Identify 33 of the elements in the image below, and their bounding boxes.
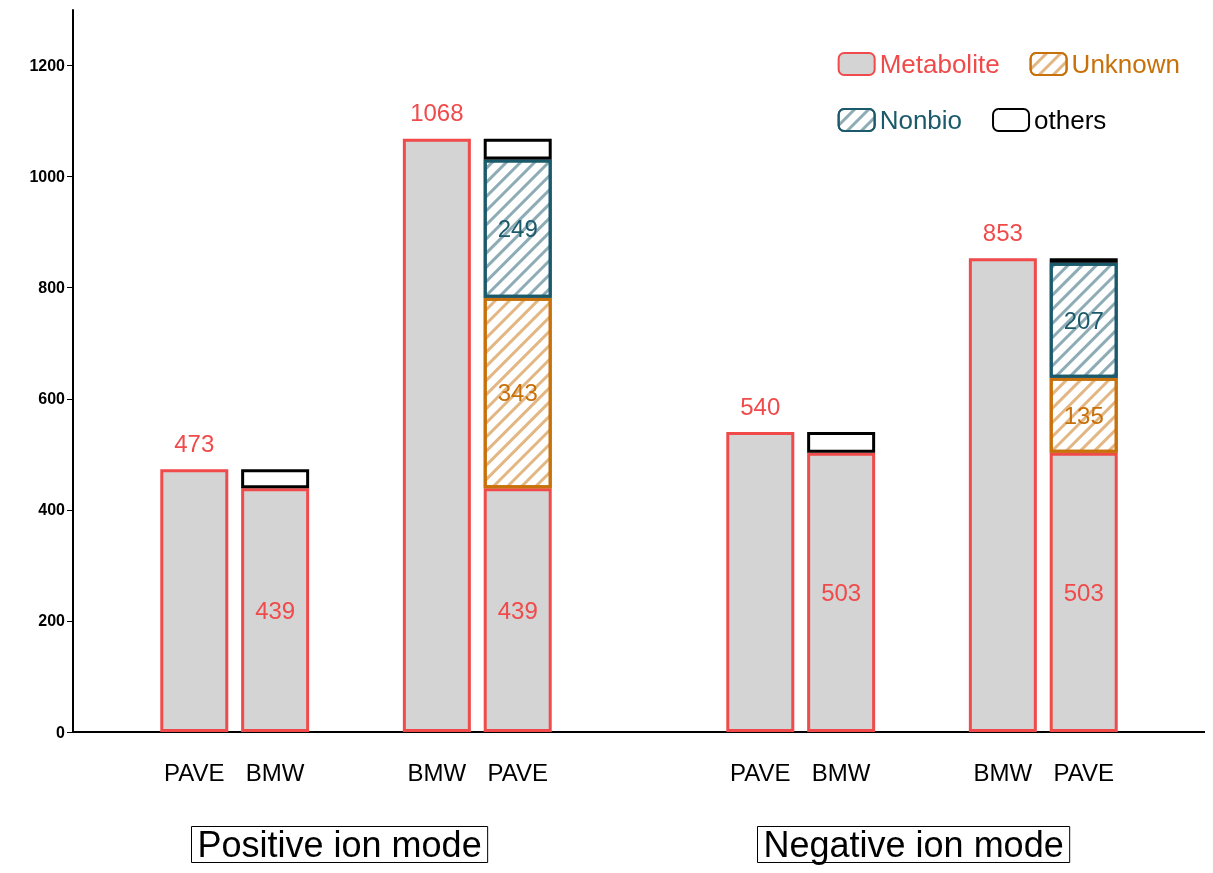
data-label: 540 [740, 392, 781, 420]
legend-label: Metabolite [879, 49, 1000, 79]
y-tick-label: 600 [38, 390, 66, 408]
y-tick-label: 1200 [29, 57, 66, 75]
data-label: 853 [982, 218, 1023, 246]
data-label: 249 [497, 215, 538, 243]
y-tick-label: 0 [56, 723, 66, 741]
y-tick-label: 1000 [29, 168, 66, 186]
data-label: 473 [174, 429, 215, 457]
data-label: 503 [1063, 578, 1104, 606]
data-label: 1068 [410, 99, 464, 127]
legend-label: Nonbio [879, 105, 963, 135]
x-tick-label: PAVE [164, 758, 225, 786]
x-tick-label: BMW [407, 758, 467, 786]
x-tick-label: PAVE [487, 758, 548, 786]
legend-label: Unknown [1071, 49, 1181, 79]
data-label: 439 [255, 596, 296, 624]
data-label: 135 [1063, 401, 1104, 429]
data-label: 207 [1063, 306, 1104, 334]
text: Negative ion mode [763, 824, 1064, 865]
x-tick-label: BMW [245, 758, 305, 786]
y-tick-label: 200 [38, 612, 66, 630]
x-tick-label: BMW [973, 758, 1033, 786]
x-tick-label: PAVE [730, 758, 791, 786]
legend-label: others [1034, 105, 1107, 135]
data-label: 343 [497, 379, 538, 407]
x-tick-label: BMW [811, 758, 871, 786]
x-tick-label: PAVE [1053, 758, 1114, 786]
text: Positive ion mode [197, 824, 482, 865]
data-label: 503 [821, 578, 862, 606]
y-tick-label: 400 [38, 501, 66, 519]
data-label: 439 [497, 596, 538, 624]
y-tick-label: 800 [38, 279, 66, 297]
